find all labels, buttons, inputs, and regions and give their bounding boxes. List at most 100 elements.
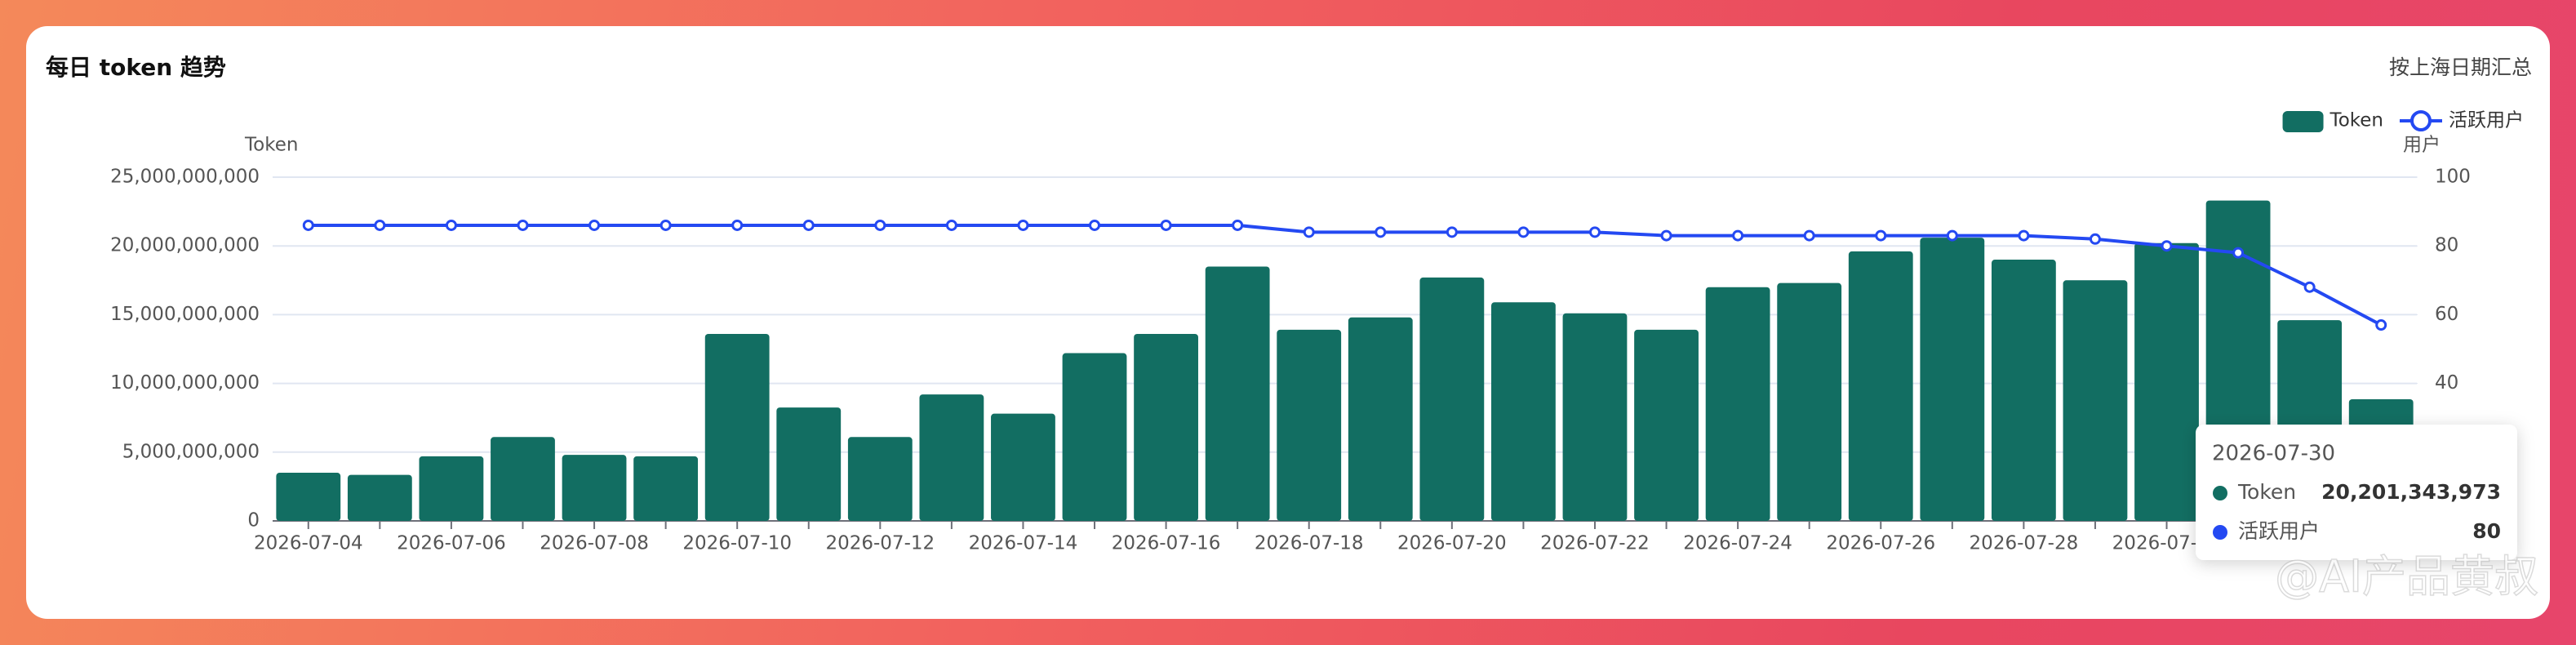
tooltip-dot [2213,486,2227,500]
bar [633,456,699,521]
line-point [1446,226,1458,238]
bar [991,413,1055,521]
line-point [1803,229,1815,242]
bar [1920,238,1985,521]
line-point [874,219,886,231]
x-tick-label: 2026-07-24 [1683,533,1792,554]
bar [1991,260,2056,521]
bar [276,473,341,521]
line-point [2232,247,2245,259]
x-tick-label: 2026-07-10 [682,533,792,554]
y-tick-label: 25,000,000,000 [110,167,260,188]
line-point [945,219,957,231]
bar [1491,302,1556,521]
bar [1848,251,1913,521]
x-tick-label: 2026-07-14 [969,533,1078,554]
x-tick-label: 2026-07-28 [1970,533,2079,554]
bar [419,456,484,521]
bar [1134,333,1198,521]
line-point [2375,319,2387,331]
tooltip-box [2196,425,2517,560]
bar [347,474,412,521]
line-point [1517,226,1530,238]
bar [1777,282,1842,521]
line-point [1875,229,1887,242]
y2-tick-label: 40 [2435,372,2458,394]
line-point [1732,229,1744,242]
tooltip-title: 2026-07-30 [2212,442,2335,466]
x-tick-label: 2026-07-08 [540,533,649,554]
bar [1562,313,1628,521]
y-tick-label: 15,000,000,000 [110,304,260,325]
tooltip-name: 活跃用户 [2238,519,2320,543]
x-tick-label: 2026-07-20 [1397,533,1507,554]
tooltip-value: 80 [2472,519,2501,543]
bar [1419,277,1485,521]
line-point [1588,226,1601,238]
line-point [802,219,815,231]
line-point [1660,229,1672,242]
line-point [1946,229,1958,242]
y2-tick-label: 60 [2435,304,2458,325]
bar [562,455,627,521]
line-point [1232,219,1244,231]
line-point [1160,219,1172,231]
line-point [1017,219,1029,231]
line-point [731,219,744,231]
chart-subtitle: 按上海日期汇总 [2389,56,2532,79]
legend-swatch [2282,111,2324,132]
bar [1705,287,1770,521]
bar [704,333,770,521]
y2-axis-label: 用户 [2403,135,2441,156]
bar [1205,266,1270,521]
bar [919,394,984,521]
line-point [588,219,601,231]
tooltip-name: Token [2237,480,2296,504]
bar [776,407,842,521]
line-point [2303,281,2316,293]
x-tick-label: 2026-07-22 [1540,533,1650,554]
y-tick-label: 0 [247,510,260,532]
line-point [302,219,314,231]
bar [1062,353,1127,521]
line-point [2161,240,2173,252]
x-tick-label: 2026-07-16 [1112,533,1221,554]
bar [847,437,913,521]
y-tick-label: 10,000,000,000 [110,372,260,394]
x-tick-label: 2026-07-26 [1826,533,1935,554]
bar [2063,280,2128,521]
legend-swatch [2410,110,2432,131]
line-point [374,219,386,231]
chart-title: 每日 token 趋势 [46,54,226,81]
line-point [660,219,672,231]
bar [1634,329,1699,521]
bar [1348,317,1413,521]
line-point [2018,229,2030,242]
x-tick-label: 2026-07-06 [397,533,506,554]
watermark: @AI产品黄叔 [2275,551,2538,603]
line [308,223,2383,327]
line-point [2089,233,2101,245]
line-point [1089,219,1101,231]
bar [2134,242,2199,521]
x-tick-label: 2026-07-04 [254,533,363,554]
bar [1277,329,1342,521]
y2-tick-label: 100 [2435,167,2471,188]
line-point [517,219,529,231]
y-axis-label: Token [244,135,298,156]
line-point [1375,226,1387,238]
line-point [1303,226,1315,238]
tooltip-value: 20,201,343,973 [2321,480,2501,504]
y-tick-label: 5,000,000,000 [122,441,260,462]
y2-tick-label: 80 [2435,235,2458,256]
legend-label: Token [2330,110,2383,131]
legend-label: 活跃用户 [2449,110,2524,131]
legend: 活跃用户 Token [2282,110,2524,132]
bar [491,437,555,521]
x-tick-label: 2026-07-12 [825,533,935,554]
y-tick-label: 20,000,000,000 [110,235,260,256]
x-tick-label: 2026-07-18 [1255,533,1364,554]
tooltip-dot [2213,525,2227,540]
